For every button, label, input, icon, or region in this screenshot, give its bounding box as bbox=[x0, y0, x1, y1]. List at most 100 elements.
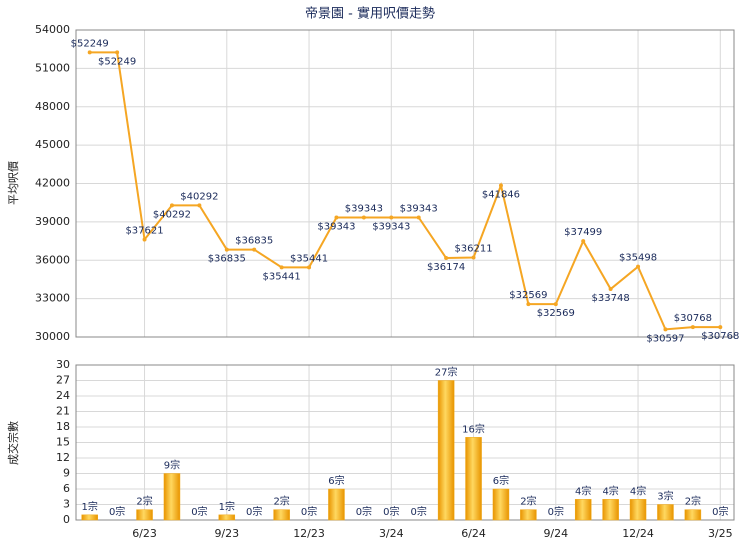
bar bbox=[218, 514, 236, 521]
marker bbox=[553, 302, 558, 307]
line bbox=[89, 51, 721, 331]
data-label: $39343 bbox=[372, 221, 410, 232]
bar bbox=[163, 473, 181, 521]
data-label: $36211 bbox=[454, 244, 492, 255]
data-label: $35498 bbox=[619, 253, 657, 264]
data-label: $39343 bbox=[317, 221, 355, 232]
x-tick-label: 6/24 bbox=[461, 527, 486, 540]
data-label: 0宗 bbox=[411, 505, 427, 518]
data-label: 6宗 bbox=[328, 474, 344, 487]
marker bbox=[498, 183, 503, 188]
marker bbox=[115, 50, 120, 55]
bar bbox=[136, 509, 153, 521]
data-label: $30768 bbox=[674, 313, 712, 324]
plot-frame bbox=[75, 29, 735, 338]
data-label: $35441 bbox=[263, 271, 301, 282]
data-label: 9宗 bbox=[164, 459, 180, 472]
y-tick-label: 18 bbox=[56, 420, 70, 433]
y-axis-label: 平均呎價 bbox=[6, 161, 20, 205]
data-label: 0宗 bbox=[246, 505, 262, 518]
marker bbox=[690, 325, 695, 330]
x-tick-label: 6/23 bbox=[132, 527, 157, 540]
marker bbox=[663, 327, 668, 332]
data-label: 0宗 bbox=[548, 505, 564, 518]
x-tick-label: 3/24 bbox=[379, 527, 404, 540]
data-label: $37621 bbox=[125, 226, 163, 237]
bar bbox=[574, 499, 592, 521]
data-label: $36835 bbox=[235, 236, 273, 247]
marker bbox=[334, 215, 339, 220]
data-label: 2宗 bbox=[273, 495, 289, 508]
bar bbox=[465, 437, 482, 521]
y-tick-label: 48000 bbox=[35, 100, 70, 113]
marker bbox=[636, 264, 641, 269]
marker bbox=[718, 325, 723, 330]
y-tick-label: 21 bbox=[56, 405, 70, 418]
marker bbox=[526, 302, 531, 307]
y-tick-label: 36000 bbox=[35, 253, 70, 266]
y-tick-label: 9 bbox=[63, 467, 70, 480]
y-tick-label: 6 bbox=[63, 482, 70, 495]
data-label: $40292 bbox=[153, 209, 191, 220]
y-tick-label: 24 bbox=[56, 389, 70, 402]
marker bbox=[279, 265, 284, 270]
data-label: 1宗 bbox=[219, 500, 235, 513]
data-label: $33748 bbox=[592, 293, 630, 304]
bar bbox=[273, 509, 290, 521]
plot-frame bbox=[75, 364, 735, 521]
data-label: 4宗 bbox=[630, 484, 646, 497]
x-tick-label: 12/24 bbox=[622, 527, 654, 540]
marker bbox=[608, 287, 613, 292]
y-tick-label: 42000 bbox=[35, 177, 70, 190]
data-label: 0宗 bbox=[356, 505, 372, 518]
y-tick-label: 30 bbox=[56, 358, 70, 371]
y-tick-label: 12 bbox=[56, 451, 70, 464]
x-tick-label: 9/23 bbox=[214, 527, 239, 540]
bar bbox=[520, 509, 537, 521]
marker bbox=[581, 239, 586, 244]
data-label: 6宗 bbox=[493, 474, 509, 487]
data-label: $36174 bbox=[427, 262, 465, 273]
data-label: 2宗 bbox=[520, 495, 536, 508]
marker bbox=[169, 203, 174, 208]
data-label: $32569 bbox=[537, 308, 575, 319]
data-label: 4宗 bbox=[602, 484, 618, 497]
marker bbox=[444, 256, 449, 261]
y-tick-label: 30000 bbox=[35, 330, 70, 343]
data-label: 2宗 bbox=[136, 495, 152, 508]
x-tick-label: 9/24 bbox=[543, 527, 568, 540]
x-tick-label: 12/23 bbox=[293, 527, 325, 540]
bar bbox=[684, 509, 702, 521]
marker bbox=[87, 50, 92, 55]
bar bbox=[81, 514, 98, 521]
marker bbox=[252, 247, 257, 252]
bar bbox=[437, 380, 455, 521]
y-tick-label: 33000 bbox=[35, 292, 70, 305]
data-label: $32569 bbox=[509, 290, 547, 301]
bar bbox=[328, 488, 345, 521]
data-label: 0宗 bbox=[712, 505, 728, 518]
y-tick-label: 15 bbox=[56, 436, 70, 449]
data-label: $40292 bbox=[180, 191, 218, 202]
data-label: $35441 bbox=[290, 253, 328, 264]
bar bbox=[629, 499, 647, 521]
y-axis-label: 成交宗數 bbox=[6, 421, 20, 465]
marker bbox=[142, 237, 147, 242]
y-tick-label: 45000 bbox=[35, 138, 70, 151]
data-label: 0宗 bbox=[301, 505, 317, 518]
data-label: $41846 bbox=[482, 189, 520, 200]
data-label: 0宗 bbox=[383, 505, 399, 518]
y-tick-label: 0 bbox=[63, 513, 70, 526]
data-label: $36835 bbox=[208, 254, 246, 265]
bar bbox=[602, 499, 619, 521]
bar bbox=[657, 504, 674, 521]
data-label: $52249 bbox=[71, 38, 109, 49]
data-label: $52249 bbox=[98, 56, 136, 67]
y-tick-label: 27 bbox=[56, 374, 70, 387]
y-tick-label: 3 bbox=[63, 498, 70, 511]
data-label: 16宗 bbox=[462, 422, 485, 435]
data-label: $39343 bbox=[400, 203, 438, 214]
x-tick-label: 3/25 bbox=[708, 527, 733, 540]
data-label: $37499 bbox=[564, 227, 602, 238]
data-label: $39343 bbox=[345, 203, 383, 214]
